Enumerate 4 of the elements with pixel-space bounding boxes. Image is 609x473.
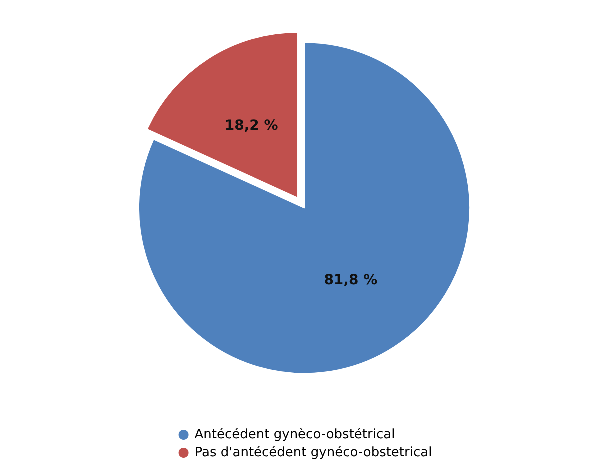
data-label: 18,2 % [224, 118, 278, 134]
legend-label: Antécédent gynèco-obstétrical [194, 428, 396, 442]
legend-label: Pas d'antécédent gynéco-obstetrical [194, 446, 432, 460]
data-label: 81,8 % [324, 272, 378, 288]
